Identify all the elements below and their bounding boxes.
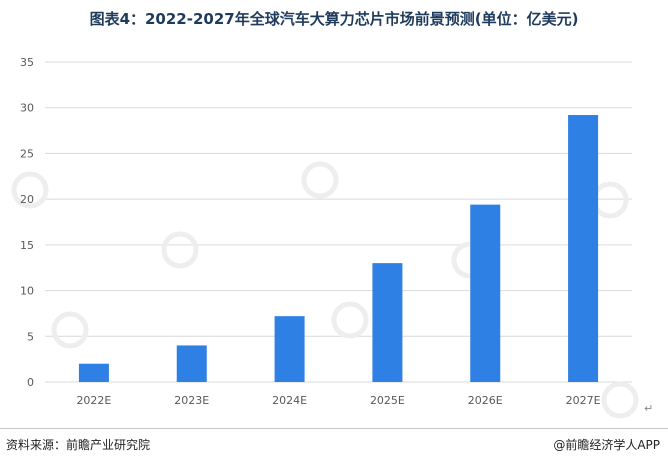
y-tick-label: 10 — [20, 285, 34, 298]
x-tick-label: 2024E — [272, 394, 307, 407]
y-tick-label: 20 — [20, 193, 34, 206]
watermark-logo — [11, 171, 49, 209]
y-tick-label: 25 — [20, 147, 34, 160]
bar-2022E — [78, 363, 109, 382]
brand-note: @前瞻经济学人APP — [553, 438, 660, 452]
source-note: 资料来源：前瞻产业研究院 — [6, 438, 151, 452]
watermark-logo — [601, 381, 639, 419]
y-tick-label: 5 — [27, 330, 34, 343]
gridlines — [45, 61, 632, 383]
bar-2026E — [470, 204, 501, 382]
bars — [78, 115, 599, 383]
watermark-logo — [161, 231, 199, 269]
watermark-logo — [331, 301, 369, 339]
y-tick-label: 0 — [27, 376, 34, 389]
bar-2023E — [176, 345, 207, 382]
y-tick-label: 35 — [20, 56, 34, 69]
bar-2025E — [372, 263, 403, 382]
bar-2024E — [274, 316, 305, 382]
return-mark: ↵ — [644, 402, 654, 415]
watermark-logo — [301, 161, 339, 199]
y-tick-label: 30 — [20, 102, 34, 115]
bar-2027E — [568, 115, 599, 383]
x-axis-ticks: 2022E 2023E 2024E 2025E 2026E 2027E — [76, 394, 600, 407]
x-tick-label: 2023E — [174, 394, 209, 407]
y-tick-label: 15 — [20, 239, 34, 252]
watermark-logo — [51, 311, 89, 349]
x-tick-label: 2022E — [76, 394, 111, 407]
x-tick-label: 2025E — [370, 394, 405, 407]
footer-divider — [0, 428, 668, 429]
x-tick-label: 2026E — [468, 394, 503, 407]
x-tick-label: 2027E — [566, 394, 601, 407]
watermark-logo — [591, 181, 629, 219]
y-axis-ticks: 0 5 10 15 20 25 30 35 — [20, 56, 34, 389]
chart-title: 图表4：2022-2027年全球汽车大算力芯片市场前景预测(单位：亿美元) — [89, 10, 579, 28]
